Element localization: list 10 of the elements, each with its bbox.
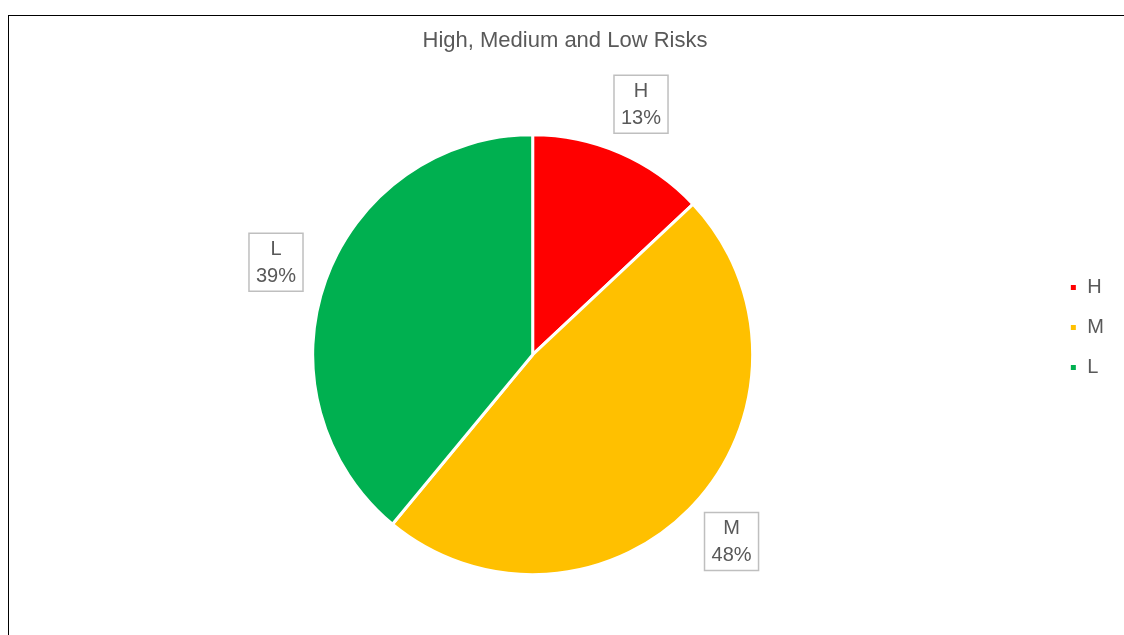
legend-label: H — [1087, 275, 1102, 298]
chart-title: High, Medium and Low Risks — [422, 27, 708, 53]
slice-label: M — [723, 515, 740, 538]
legend-label: M — [1087, 315, 1105, 338]
slice-label: L — [270, 236, 282, 259]
data-label: 48% — [711, 542, 752, 565]
legend-label: L — [1087, 355, 1099, 378]
data-label: 39% — [255, 263, 297, 286]
slice-label: H — [633, 78, 649, 101]
data-label: 13% — [621, 105, 662, 128]
